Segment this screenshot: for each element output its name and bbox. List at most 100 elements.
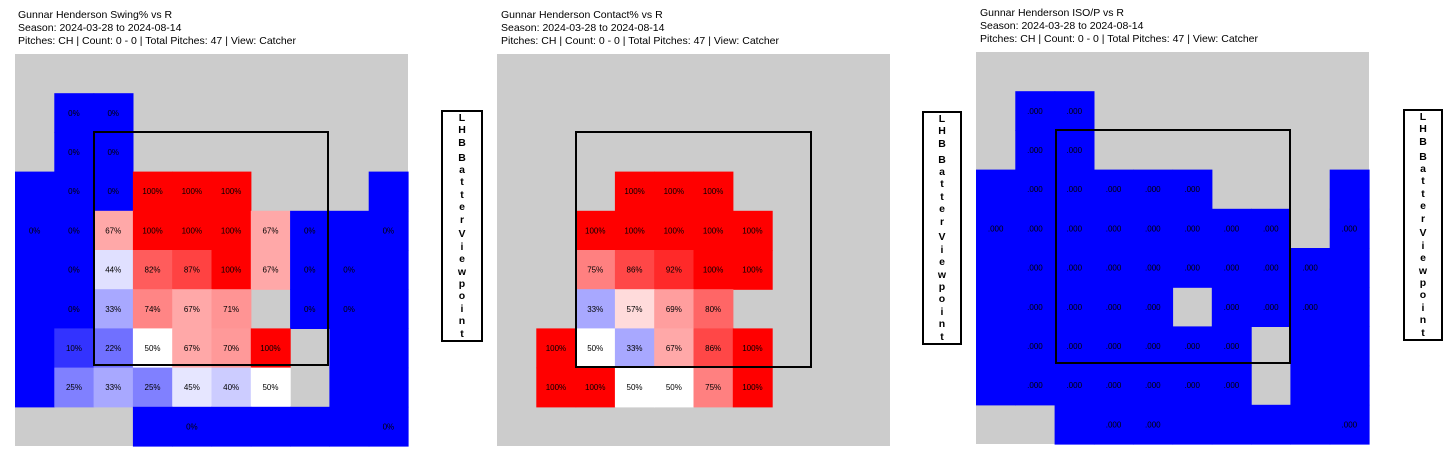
heatmap-cell xyxy=(368,289,409,329)
viewpoint-letter: L xyxy=(938,113,946,125)
heatmap-cell xyxy=(1015,326,1056,367)
heatmap-cell xyxy=(1054,248,1095,288)
heatmap-cell-label: .000 xyxy=(1066,146,1082,155)
viewpoint-letter: e xyxy=(459,201,465,214)
heatmap-cell xyxy=(172,210,213,251)
viewpoint-letter: V xyxy=(458,228,466,241)
heatmap-cell-label: 100% xyxy=(585,226,605,235)
heatmap-cell-label: 67% xyxy=(184,305,200,314)
heatmap-cell xyxy=(329,328,370,369)
heatmap-cell-label: .000 xyxy=(1263,224,1279,233)
heatmap-cell-label: .000 xyxy=(1066,264,1082,273)
heatmap-cell xyxy=(93,93,134,133)
heatmap-cell xyxy=(575,367,616,408)
heatmap-cell xyxy=(54,210,95,251)
heatmap-cell xyxy=(15,171,55,212)
heatmap-cell-label: .000 xyxy=(1263,303,1279,312)
heatmap-cell-label: 67% xyxy=(262,266,278,275)
strike-zone-outline xyxy=(1055,129,1291,364)
heatmap-cell-label: 22% xyxy=(105,344,121,353)
heatmap-cell-label: 100% xyxy=(624,226,644,235)
heatmap-cell xyxy=(693,328,734,369)
isop-chart-season: Season: 2024-03-28 to 2024-08-14 xyxy=(980,20,1144,32)
heatmap-cell xyxy=(1054,91,1095,131)
heatmap-cell-label: 10% xyxy=(66,344,82,353)
strike-zone-outline xyxy=(93,131,329,366)
heatmap-cell-label: 25% xyxy=(66,383,82,392)
heatmap-cell xyxy=(290,289,330,329)
heatmap-cell-label: 40% xyxy=(223,383,239,392)
heatmap-cell xyxy=(93,328,134,369)
heatmap-cell xyxy=(368,406,409,447)
heatmap-cell xyxy=(1054,130,1095,171)
heatmap-cell-label: .000 xyxy=(1184,342,1200,351)
heatmap-cell xyxy=(1015,130,1056,171)
heatmap-cell xyxy=(172,406,213,447)
heatmap-cell-label: .000 xyxy=(1224,342,1240,351)
heatmap-cell xyxy=(1172,248,1213,288)
viewpoint-letter: p xyxy=(1419,276,1427,289)
heatmap-cell-label: .000 xyxy=(1184,381,1200,390)
viewpoint-letter: r xyxy=(1420,212,1426,225)
heatmap-cell-label: 100% xyxy=(703,266,723,275)
heatmap-cell xyxy=(614,171,655,212)
viewpoint-letter: B xyxy=(938,137,946,150)
heatmap-cell xyxy=(15,250,55,290)
heatmap-cell-label: 100% xyxy=(664,187,684,196)
heatmap-cell xyxy=(1172,326,1213,367)
heatmap-cell xyxy=(15,289,55,329)
heatmap-cell xyxy=(693,367,734,408)
heatmap-cell xyxy=(250,406,291,447)
heatmap-cell-label: 0% xyxy=(68,148,80,157)
heatmap-cell xyxy=(329,289,370,329)
heatmap-cell-label: 100% xyxy=(664,226,684,235)
heatmap-cell xyxy=(368,250,409,290)
heatmap-cell-label: 100% xyxy=(221,226,241,235)
viewpoint-letter: B xyxy=(1419,135,1427,148)
heatmap-cell xyxy=(693,210,734,251)
heatmap-cell xyxy=(132,289,173,329)
heatmap-cell xyxy=(54,328,95,369)
heatmap-cell-label: 100% xyxy=(221,266,241,275)
heatmap-cell-label: 100% xyxy=(182,187,202,196)
viewpoint-letter: n xyxy=(1419,314,1427,327)
heatmap-cell-label: 0% xyxy=(304,305,316,314)
heatmap-cell xyxy=(1133,404,1174,445)
heatmap-cell xyxy=(290,210,330,251)
heatmap-cell-label: .000 xyxy=(1224,381,1240,390)
heatmap-cell xyxy=(1329,287,1370,327)
heatmap-cell xyxy=(976,326,1016,367)
heatmap-cell-label: .000 xyxy=(1145,185,1161,194)
heatmap-cell-label: .000 xyxy=(1027,107,1043,116)
heatmap-cell xyxy=(1054,365,1095,406)
viewpoint-letter: a xyxy=(1420,162,1426,175)
heatmap-cell-label: 50% xyxy=(627,383,643,392)
heatmap-cell-label: 67% xyxy=(184,344,200,353)
heatmap-cell-label: .000 xyxy=(1263,264,1279,273)
heatmap-cell-label: 80% xyxy=(705,305,721,314)
heatmap-cell-label: 0% xyxy=(68,266,80,275)
heatmap-cell xyxy=(654,328,695,369)
heatmap-cell xyxy=(654,210,695,251)
viewpoint-letter: p xyxy=(458,277,466,290)
heatmap-cell xyxy=(172,289,213,329)
heatmap-cell xyxy=(132,210,173,251)
heatmap-cell xyxy=(732,250,773,290)
heatmap-cell-label: 0% xyxy=(68,187,80,196)
heatmap-cell xyxy=(211,406,252,447)
heatmap-cell-label: .000 xyxy=(1106,303,1122,312)
heatmap-cell xyxy=(1329,208,1370,249)
heatmap-cell xyxy=(250,250,291,290)
heatmap-cell-label: 100% xyxy=(546,383,566,392)
heatmap-cell-label: 50% xyxy=(145,344,161,353)
heatmap-cell xyxy=(1133,248,1174,288)
heatmap-cell xyxy=(1015,169,1056,210)
heatmap-cell xyxy=(575,289,616,329)
heatmap-cell xyxy=(329,210,370,251)
heatmap-cell-label: .000 xyxy=(1145,224,1161,233)
heatmap-cell-label: 74% xyxy=(145,305,161,314)
heatmap-cell xyxy=(693,171,734,212)
viewpoint-letter: H xyxy=(458,124,466,137)
heatmap-cell-label: 0% xyxy=(304,226,316,235)
heatmap-cell xyxy=(1054,326,1095,367)
